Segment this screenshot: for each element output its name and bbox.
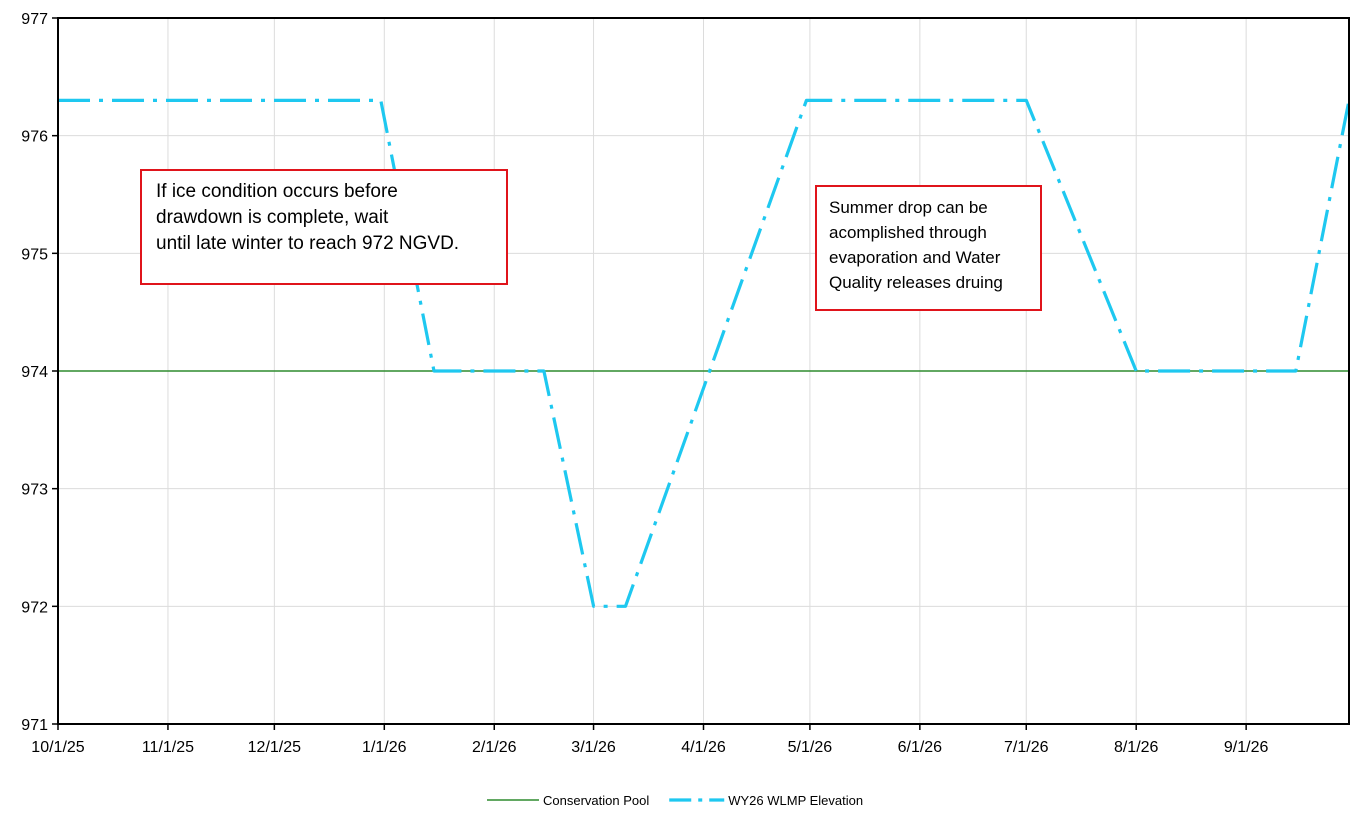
y-tick-label: 976 <box>21 129 48 146</box>
y-tick-label: 974 <box>21 364 48 381</box>
legend-label: Conservation Pool <box>543 793 649 808</box>
annotation-line: Summer drop can be <box>829 198 988 217</box>
x-tick-label: 7/1/26 <box>1004 739 1049 756</box>
x-tick-label: 8/1/26 <box>1114 739 1159 756</box>
annotation-line: Quality releases druing <box>829 273 1003 292</box>
y-tick-label: 975 <box>21 246 48 263</box>
x-tick-label: 12/1/25 <box>248 739 301 756</box>
x-tick-label: 9/1/26 <box>1224 739 1269 756</box>
annotation-line: acomplished through <box>829 223 987 242</box>
y-tick-label: 972 <box>21 599 48 616</box>
legend: Conservation Pool WY26 WLMP Elevation <box>487 793 863 808</box>
x-tick-label: 3/1/26 <box>571 739 616 756</box>
y-tick-label: 973 <box>21 482 48 499</box>
annotation-line: drawdown is complete, wait <box>156 207 389 228</box>
annotation-line: until late winter to reach 972 NGVD. <box>156 233 460 254</box>
x-tick-label: 6/1/26 <box>898 739 943 756</box>
annotation-summer-drop: Summer drop can be acomplished through e… <box>815 185 1042 311</box>
x-tick-label: 1/1/26 <box>362 739 407 756</box>
annotation-ice-condition: If ice condition occurs before drawdown … <box>140 169 508 285</box>
x-tick-label: 5/1/26 <box>788 739 833 756</box>
x-tick-label: 4/1/26 <box>681 739 726 756</box>
x-axis-ticks: 10/1/25 11/1/25 12/1/25 1/1/26 2/1/26 3/1/26 4… <box>31 724 1268 756</box>
x-tick-label: 11/1/25 <box>142 739 194 756</box>
x-tick-label: 2/1/26 <box>472 739 517 756</box>
y-tick-label: 977 <box>21 11 48 28</box>
y-tick-label: 971 <box>21 717 48 734</box>
legend-label: WY26 WLMP Elevation <box>728 793 863 808</box>
annotation-line: If ice condition occurs before <box>156 181 398 202</box>
y-axis-ticks: 971 972 973 974 975 976 977 <box>21 11 58 734</box>
annotation-line: evaporation and Water <box>829 248 1001 267</box>
x-tick-label: 10/1/25 <box>31 739 84 756</box>
